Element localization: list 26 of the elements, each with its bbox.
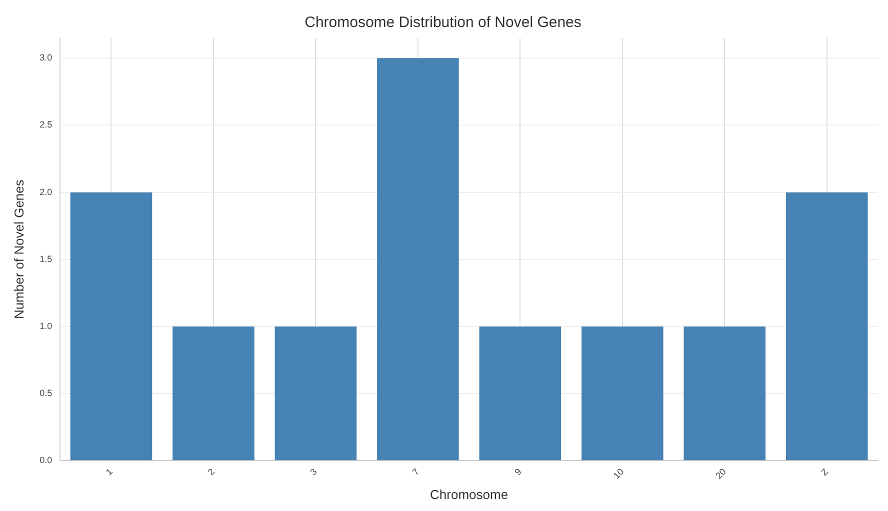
x-axis-title: Chromosome	[430, 486, 508, 502]
y-axis-title: Number of Novel Genes	[11, 179, 26, 320]
bar	[479, 326, 562, 460]
y-tick-label: 2.5	[40, 120, 52, 130]
bar	[172, 326, 254, 460]
x-tick-label: 3	[308, 466, 319, 478]
y-tick-label: 2.0	[40, 186, 52, 197]
chart-title: Chromosome Distribution of Novel Genes	[304, 14, 582, 32]
x-tick-label: 7	[410, 466, 422, 478]
x-tick-label: 20	[714, 466, 728, 481]
bar	[70, 192, 152, 460]
bar	[377, 58, 459, 460]
y-tick-label: 0.0	[40, 455, 52, 466]
y-tick-label: 1.0	[40, 320, 52, 331]
bar	[684, 326, 766, 460]
bar	[274, 326, 357, 460]
bar	[786, 192, 868, 460]
x-tick-label: Z	[819, 466, 830, 478]
bar	[582, 326, 664, 460]
y-tick-label: 0.5	[40, 388, 52, 398]
x-tick-label: 2	[206, 466, 217, 478]
x-tick-label: 10	[611, 466, 626, 481]
y-tick-label: 3.0	[40, 52, 52, 63]
x-tick-label: 9	[512, 466, 524, 478]
y-tick-label: 1.5	[40, 254, 52, 264]
x-tick-label: 1	[104, 466, 114, 478]
